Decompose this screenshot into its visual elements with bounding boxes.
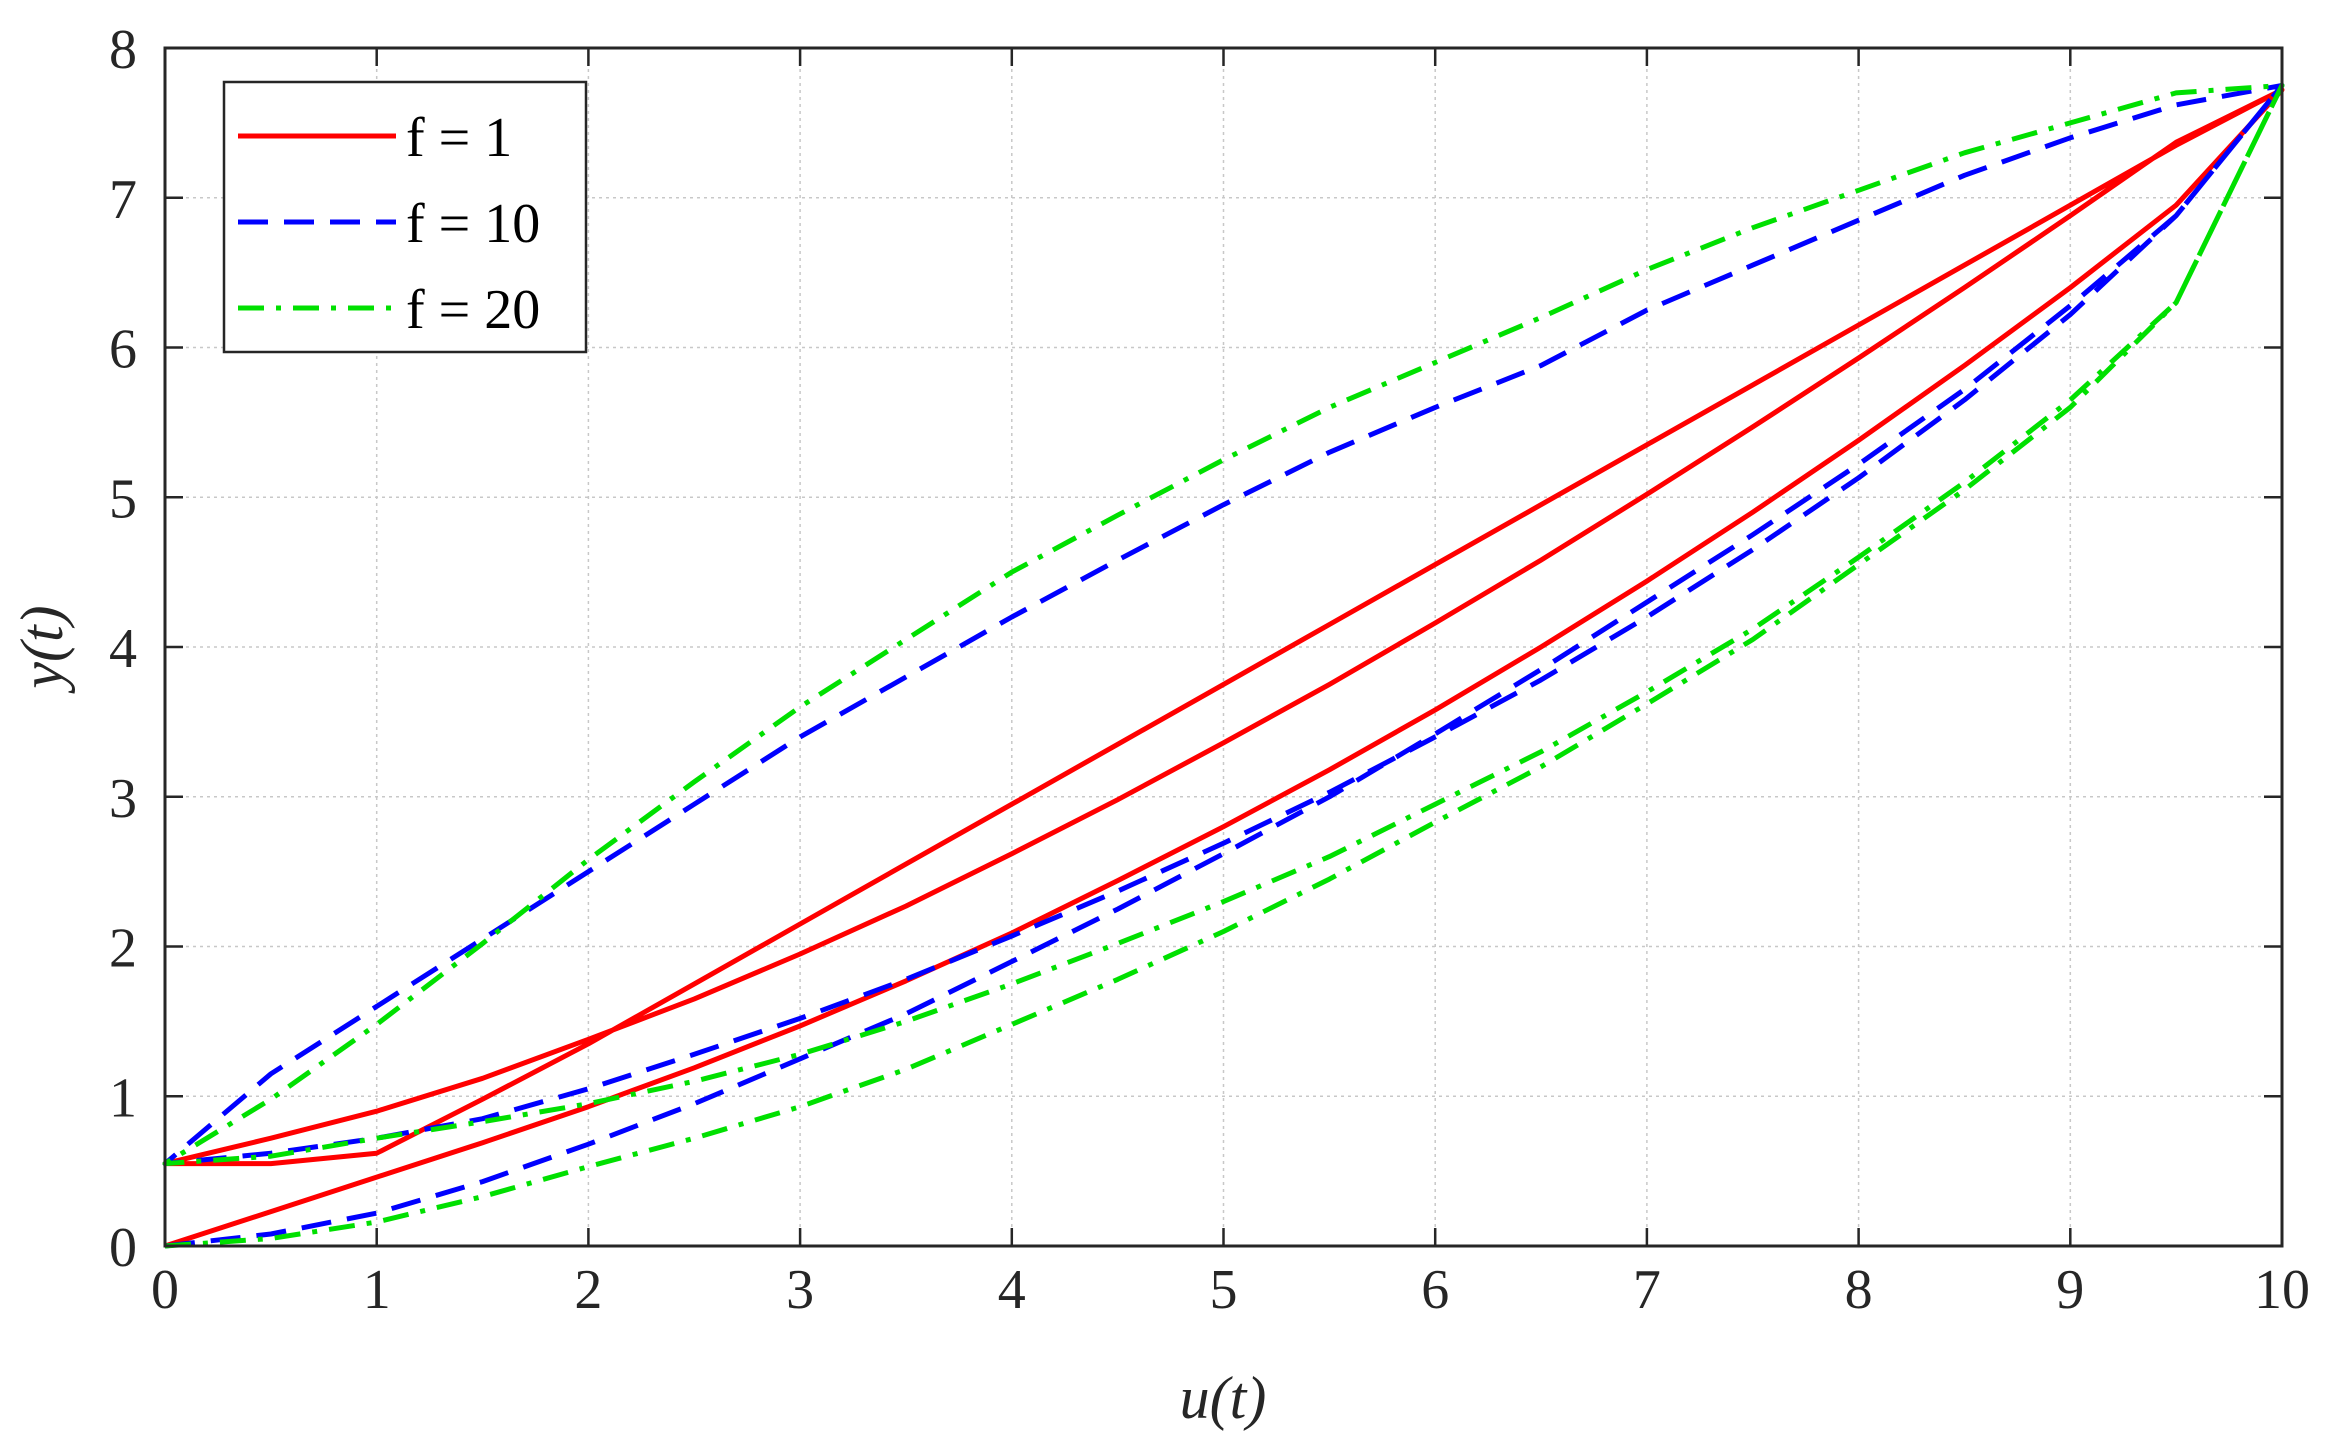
y-tick-label: 0	[109, 1217, 137, 1279]
x-tick-labels: 0 1 2 3 4 5 6 7 8 9 10	[151, 1259, 2310, 1321]
legend-label-3: f = 20	[406, 279, 540, 341]
x-tick-label: 7	[1633, 1259, 1661, 1321]
x-tick-label: 0	[151, 1259, 179, 1321]
y-axis-label: y(t)	[9, 605, 75, 694]
legend-label-2: f = 10	[406, 193, 540, 255]
x-tick-label: 10	[2254, 1259, 2310, 1321]
x-tick-label: 6	[1421, 1259, 1449, 1321]
series-line-1	[162, 87, 2285, 1249]
y-tick-label: 4	[109, 618, 137, 680]
x-tick-label: 8	[1845, 1259, 1873, 1321]
y-tick-label: 1	[109, 1067, 137, 1129]
y-tick-labels: 0 1 2 3 4 5 6 7 8	[109, 19, 137, 1279]
series-line-3	[162, 82, 2285, 1249]
x-tick-label: 3	[786, 1259, 814, 1321]
x-tick-label: 9	[2056, 1259, 2084, 1321]
x-tick-label: 5	[1210, 1259, 1238, 1321]
y-tick-label: 6	[109, 319, 137, 381]
x-axis-label: u(t)	[1180, 1365, 1267, 1431]
legend-box	[222, 80, 588, 354]
legend-label-1: f = 1	[406, 107, 512, 169]
y-tick-label: 5	[109, 468, 137, 530]
y-tick-label: 7	[109, 169, 137, 231]
y-tick-label: 2	[109, 918, 137, 980]
y-tick-label: 8	[109, 19, 137, 81]
tick-marks	[163, 46, 2284, 1248]
y-tick-label: 3	[109, 768, 137, 830]
series-layer	[162, 82, 2285, 1249]
series-line-2	[162, 82, 2285, 1249]
x-tick-label: 4	[998, 1259, 1026, 1321]
x-tick-label: 1	[363, 1259, 391, 1321]
x-tick-label: 2	[574, 1259, 602, 1321]
legend: f = 1 f = 10 f = 20	[222, 80, 588, 354]
